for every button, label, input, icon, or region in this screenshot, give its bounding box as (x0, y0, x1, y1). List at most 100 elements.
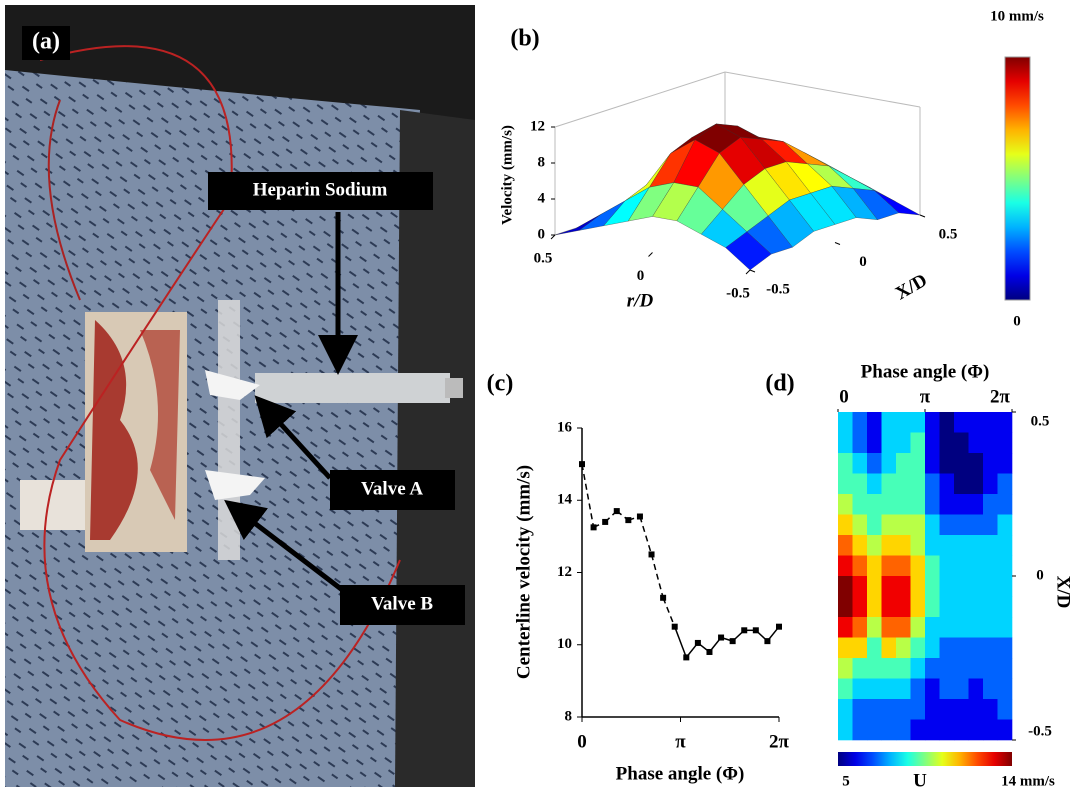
line-panel: (c) 8 10 12 14 16 0 π 2π Phase angle (Φ) Centerlin… (487, 371, 790, 785)
cell (925, 699, 940, 720)
x-tick-label: 2π (769, 731, 790, 752)
cell (838, 473, 853, 495)
panel-label: (a) (32, 29, 60, 55)
cell (881, 576, 897, 597)
cell (852, 432, 868, 454)
cell (925, 514, 940, 536)
cell (910, 555, 926, 577)
cell (939, 514, 955, 536)
cell (954, 432, 969, 454)
y-tick-label: 0.5 (1031, 413, 1050, 429)
cell (881, 412, 897, 433)
x-tick (550, 234, 556, 240)
cell (867, 637, 882, 659)
cell (838, 658, 853, 679)
cell (925, 658, 940, 679)
cell (997, 494, 1013, 515)
cell (910, 473, 926, 495)
point (776, 623, 782, 630)
cell (896, 494, 911, 515)
cell (925, 494, 940, 515)
cell (867, 719, 882, 741)
cell (997, 535, 1013, 556)
tissue-red (140, 330, 180, 520)
cell (896, 617, 911, 638)
cell (968, 432, 984, 454)
cell (968, 699, 984, 720)
cell (925, 678, 940, 700)
x-tick-label: 0 (839, 386, 849, 407)
cell (838, 432, 853, 454)
cell (925, 596, 940, 618)
y-axis-label: Centerline velocity (mm/s) (513, 465, 534, 679)
cell (983, 596, 998, 618)
cell (838, 412, 853, 433)
cell (968, 514, 984, 536)
cell (867, 432, 882, 454)
cell (983, 658, 998, 679)
cell (968, 617, 984, 638)
cell (997, 658, 1013, 679)
cell (968, 719, 984, 741)
cell (997, 699, 1013, 720)
cell (867, 658, 882, 679)
cell (838, 617, 853, 638)
cell (896, 453, 911, 474)
point (636, 513, 643, 520)
cell (881, 719, 897, 741)
point (625, 517, 632, 524)
tube (47, 99, 81, 301)
cell (997, 637, 1013, 659)
cell (867, 596, 882, 618)
colorbar-label: 0 (1013, 313, 1021, 329)
cell (881, 514, 897, 536)
photo-label: Valve A (361, 478, 423, 499)
cell (881, 453, 897, 474)
cell (954, 535, 969, 556)
valve (205, 370, 260, 400)
cell (997, 596, 1013, 618)
tube (39, 45, 401, 741)
label-box (208, 172, 433, 210)
colorbar (1004, 56, 1031, 301)
y-tick (919, 214, 926, 218)
surface-panel: (b) 0 4 8 12 0.5 0 -0.5 -0.5 0 0.5 r/D X/D Velocity (… (499, 8, 1044, 329)
cell (968, 535, 984, 556)
cell (954, 555, 969, 577)
y-tick-label: 8 (565, 708, 573, 724)
y-tick (834, 242, 841, 245)
z-tick-label: 12 (530, 118, 545, 134)
syringe-end (445, 378, 463, 398)
cell (954, 699, 969, 720)
cell (852, 637, 868, 659)
syringe (255, 373, 450, 403)
panel-label: (c) (487, 371, 514, 397)
point (579, 461, 585, 468)
cell (852, 678, 868, 700)
panel-label: (d) (765, 371, 794, 397)
cell (997, 514, 1013, 536)
cell (925, 576, 940, 597)
colorbar-label: 5 (842, 773, 850, 789)
y-tick (749, 269, 756, 273)
surface-patch (725, 231, 772, 271)
cell (983, 678, 998, 700)
cell (852, 658, 868, 679)
cell (939, 432, 955, 454)
cell (997, 617, 1013, 638)
heatmap-panel: (d) 0 π 2π 0.5 0 -0.5 Phase angle (Φ) X/D 5 14 mm/… (765, 361, 1073, 791)
cell (881, 473, 897, 495)
line-segment (674, 626, 687, 658)
tissue-red (90, 320, 138, 540)
cell (838, 678, 853, 700)
x-tick-label: 0.5 (534, 250, 553, 266)
cell (939, 494, 955, 515)
cell (954, 658, 969, 679)
cell (925, 432, 940, 454)
cell (939, 719, 955, 741)
y-tick-label: 0 (859, 254, 867, 270)
cell (939, 617, 955, 638)
cell (910, 699, 926, 720)
cell (881, 555, 897, 577)
